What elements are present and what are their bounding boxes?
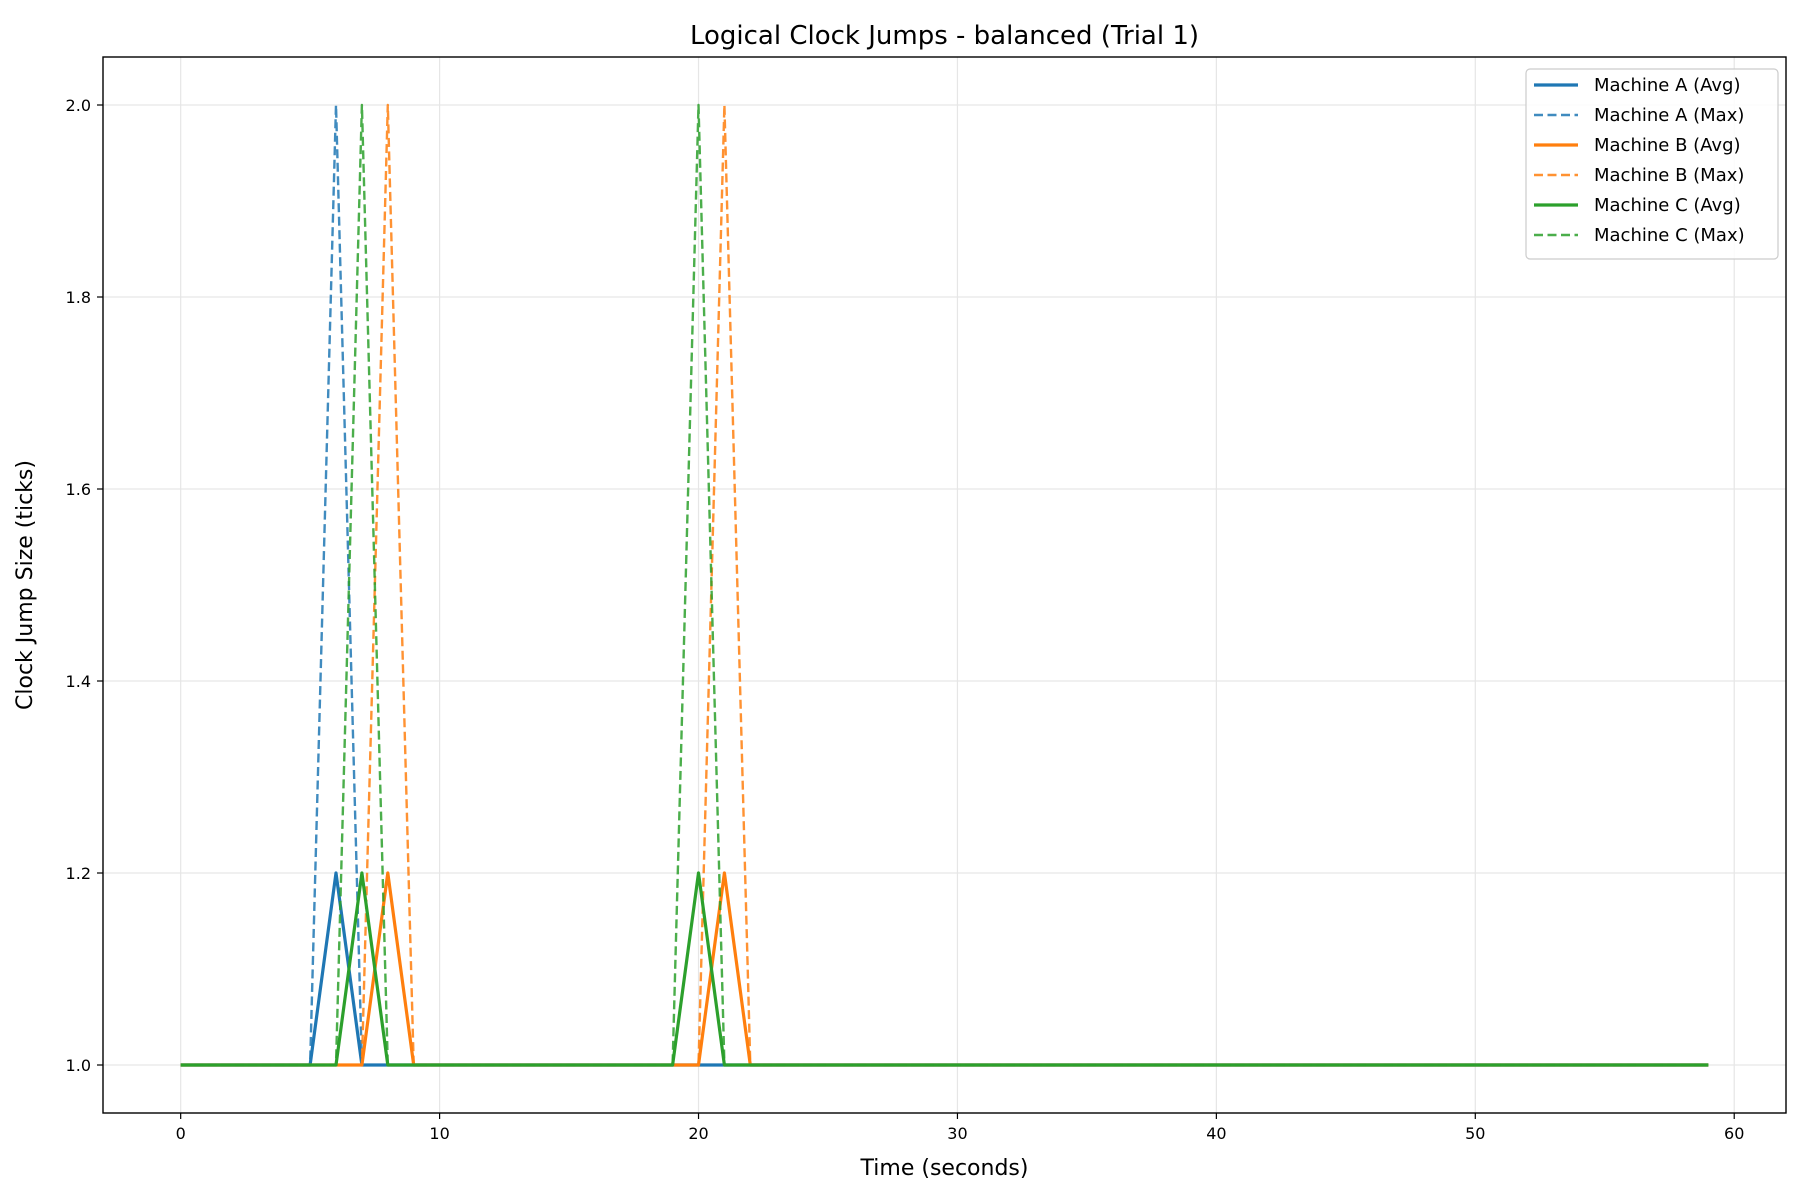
ticks: 0 10 20 30 40 50 60 1.0 1.2 1.4 1.6 1.8 2.0 [66,96,1745,1143]
x-axis-label: Time (seconds) [860,1156,1029,1181]
x-tick-label: 40 [1206,1124,1226,1143]
legend-label: Machine B (Avg) [1594,135,1741,156]
y-tick-label: 2.0 [66,96,91,115]
y-tick-label: 1.0 [66,1056,91,1075]
x-tick-label: 20 [688,1124,708,1143]
series-layer [180,103,1709,1067]
x-tick-label: 30 [947,1124,967,1143]
y-axis-label: Clock Jump Size (ticks) [13,460,38,710]
chart-title: Logical Clock Jumps - balanced (Trial 1) [690,21,1199,51]
x-tick-label: 10 [429,1124,449,1143]
legend-label: Machine C (Max) [1594,225,1745,246]
series-line-machine-c-max [180,103,1709,1067]
x-tick-label: 50 [1465,1124,1485,1143]
legend-label: Machine A (Avg) [1594,75,1741,96]
y-tick-label: 1.2 [66,864,91,883]
legend-label: Machine C (Avg) [1594,195,1741,216]
legend-label: Machine B (Max) [1594,165,1744,186]
plot-frame [102,56,1787,1114]
y-tick-label: 1.4 [66,672,91,691]
legend: Machine A (Avg) Machine A (Max) Machine B … [1525,68,1779,260]
y-tick-label: 1.6 [66,480,91,499]
legend-box [1525,68,1779,260]
x-tick-label: 60 [1724,1124,1744,1143]
y-tick-label: 1.8 [66,288,91,307]
legend-label: Machine A (Max) [1594,105,1744,126]
x-tick-label: 0 [176,1124,186,1143]
